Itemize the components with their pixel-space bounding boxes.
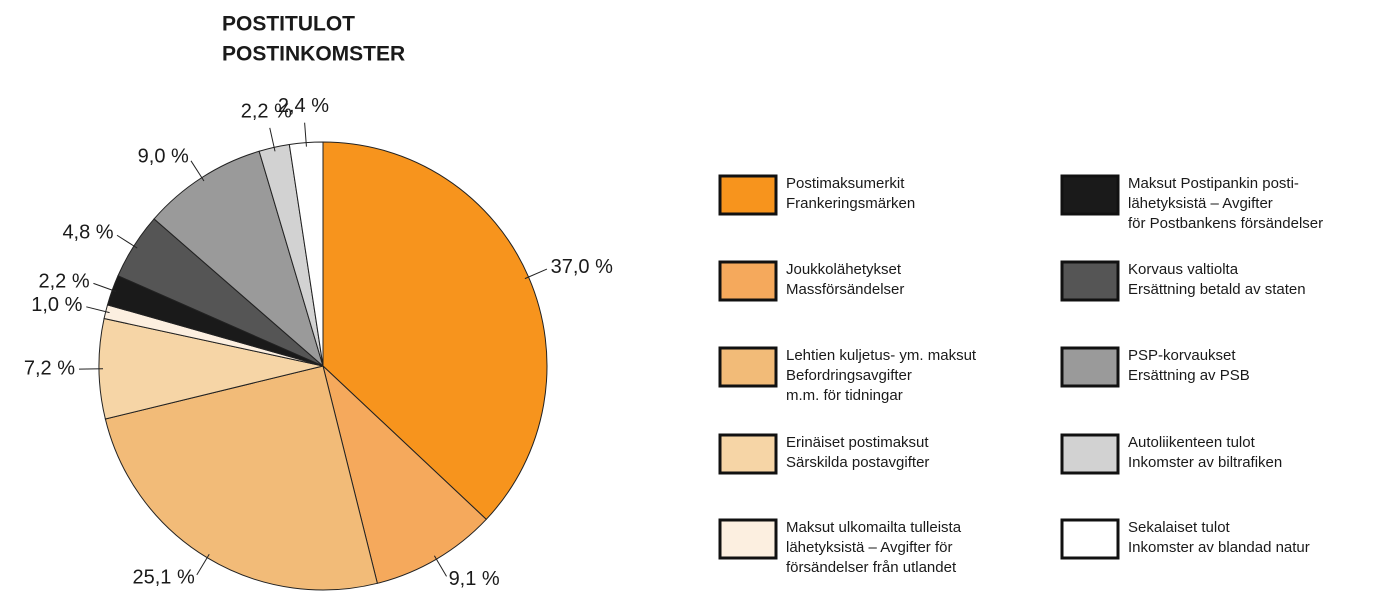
- data-label: 37,0 %: [551, 256, 613, 278]
- leader-line: [269, 127, 276, 152]
- legend-label: Maksut Postipankin posti-lähetyksistä – …: [1128, 175, 1323, 232]
- leader-line: [524, 268, 548, 280]
- leader-line: [93, 282, 117, 292]
- legend-swatch: [1060, 260, 1120, 302]
- legend-swatch: [718, 174, 778, 216]
- legend-label: Maksut ulkomailta tulleista lähetyksistä …: [786, 519, 962, 576]
- leader-line: [86, 306, 110, 314]
- chart-title: POSTITULOT: [222, 13, 355, 36]
- legend-label: Postimaksumerkit Frankeringsmärken: [786, 175, 915, 212]
- legend-label: Sekalaiset tulot Inkomster av blandad nat…: [1128, 519, 1310, 556]
- leader-line: [196, 554, 210, 576]
- legend-swatch: [718, 346, 778, 388]
- legend-swatch: [718, 260, 778, 302]
- data-label: 2,4 %: [278, 95, 329, 117]
- leader-line: [190, 160, 205, 182]
- legend-label: Joukkolähetykset Massförsändelser: [786, 261, 904, 298]
- leader-line: [433, 555, 447, 577]
- data-label: 2,2 %: [39, 270, 90, 292]
- legend-swatch: [1060, 346, 1120, 388]
- legend-swatch: [1060, 518, 1120, 560]
- leader-line: [116, 234, 138, 249]
- data-label: 9,1 %: [449, 568, 500, 590]
- chart-subtitle: POSTINKOMSTER: [222, 43, 405, 66]
- legend-label: Erinäiset postimaksut Särskilda postavgif…: [786, 434, 929, 471]
- legend-swatch: [1060, 174, 1120, 216]
- legend-label: Korvaus valtiolta Ersättning betald av st…: [1128, 261, 1306, 298]
- data-label: 25,1 %: [132, 567, 194, 589]
- legend-swatch: [1060, 433, 1120, 475]
- leader-line: [304, 122, 307, 147]
- legend-swatch: [718, 518, 778, 560]
- data-label: 9,0 %: [138, 146, 189, 168]
- legend-swatch: [718, 433, 778, 475]
- legend-label: PSP-korvaukset Ersättning av PSB: [1128, 347, 1250, 384]
- data-label: 2,2 %: [241, 101, 292, 123]
- data-label: 1,0 %: [31, 294, 82, 316]
- legend-label: Lehtien kuljetus- ym. maksut Befordringsa…: [786, 347, 977, 404]
- data-label: 7,2 %: [24, 357, 75, 379]
- legend-label: Autoliikenteen tulot Inkomster av biltraf…: [1128, 434, 1282, 471]
- data-label: 4,8 %: [62, 221, 113, 243]
